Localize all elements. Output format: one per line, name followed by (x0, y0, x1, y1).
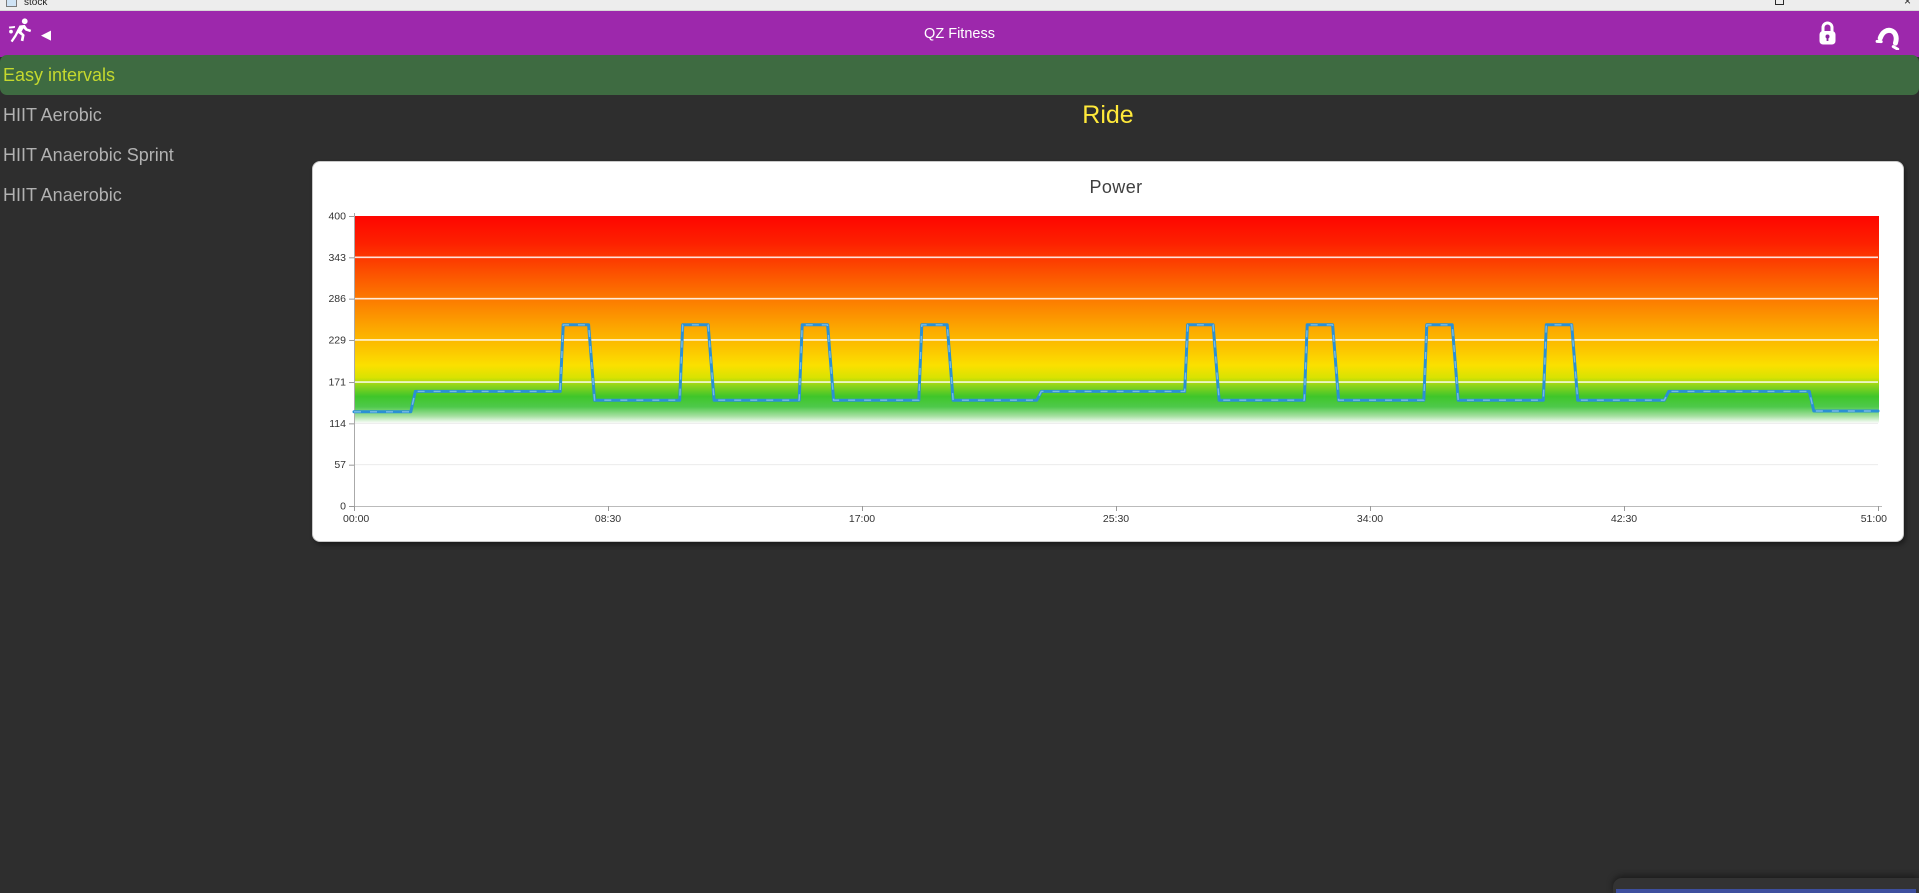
svg-text:34:00: 34:00 (1357, 513, 1383, 525)
svg-text:400: 400 (328, 211, 346, 223)
workout-list-item[interactable]: HIIT Anaerobic Sprint (0, 135, 1919, 175)
power-chart[interactable]: 400 343 286 229 171 114 57 000:00 08:30 17:00 25:3… (313, 162, 1903, 541)
runner-icon[interactable] (7, 16, 37, 51)
svg-text:51:00: 51:00 (1861, 513, 1887, 525)
svg-text:00:00: 00:00 (343, 513, 369, 525)
close-button[interactable]: × (1903, 0, 1911, 8)
svg-text:286: 286 (328, 293, 346, 305)
chart-title: Power (1089, 177, 1143, 197)
workout-list-item[interactable]: HIIT Aerobic (0, 95, 1919, 135)
workout-list-item-label: HIIT Anaerobic Sprint (3, 144, 174, 165)
workout-list: Easy intervals HIIT Aerobic HIIT Anaerobic… (0, 55, 1919, 215)
app-title: QZ Fitness (924, 26, 995, 42)
svg-text:343: 343 (328, 252, 346, 264)
svg-text:0: 0 (340, 501, 346, 513)
lock-icon[interactable] (1816, 19, 1839, 54)
app-header: ◀ QZ Fitness (0, 11, 1919, 57)
window-title: stock (24, 0, 48, 8)
svg-text:171: 171 (328, 377, 346, 389)
workout-list-item-label: Easy intervals (3, 64, 116, 85)
activity-title: Ride (1082, 101, 1134, 129)
window-app-icon (6, 0, 17, 7)
bottom-peek-accent (1616, 889, 1916, 893)
maximize-button[interactable] (1774, 0, 1784, 5)
workout-list-item[interactable]: Easy intervals (0, 55, 1919, 95)
workout-list-item[interactable]: HIIT Anaerobic (0, 175, 1919, 215)
svg-text:114: 114 (329, 418, 346, 430)
svg-text:229: 229 (328, 334, 346, 346)
svg-text:17:00: 17:00 (849, 513, 875, 525)
svg-text:42:30: 42:30 (1611, 513, 1637, 525)
back-icon[interactable]: ◀ (41, 26, 51, 42)
workout-list-item-label: HIIT Anaerobic (3, 184, 122, 205)
workout-list-item-label: HIIT Aerobic (3, 104, 102, 125)
os-titlebar: stock × (0, 0, 1919, 11)
power-chart-panel: Power 400 343 286 229 171 114 57 0 00:00 08:30 17:… (312, 161, 1904, 542)
svg-text:08:30: 08:30 (595, 513, 621, 525)
bottom-peek-panel[interactable] (1613, 878, 1919, 893)
peloton-link-icon[interactable] (1875, 18, 1905, 55)
svg-text:25:30: 25:30 (1103, 513, 1129, 525)
svg-text:57: 57 (334, 459, 346, 471)
